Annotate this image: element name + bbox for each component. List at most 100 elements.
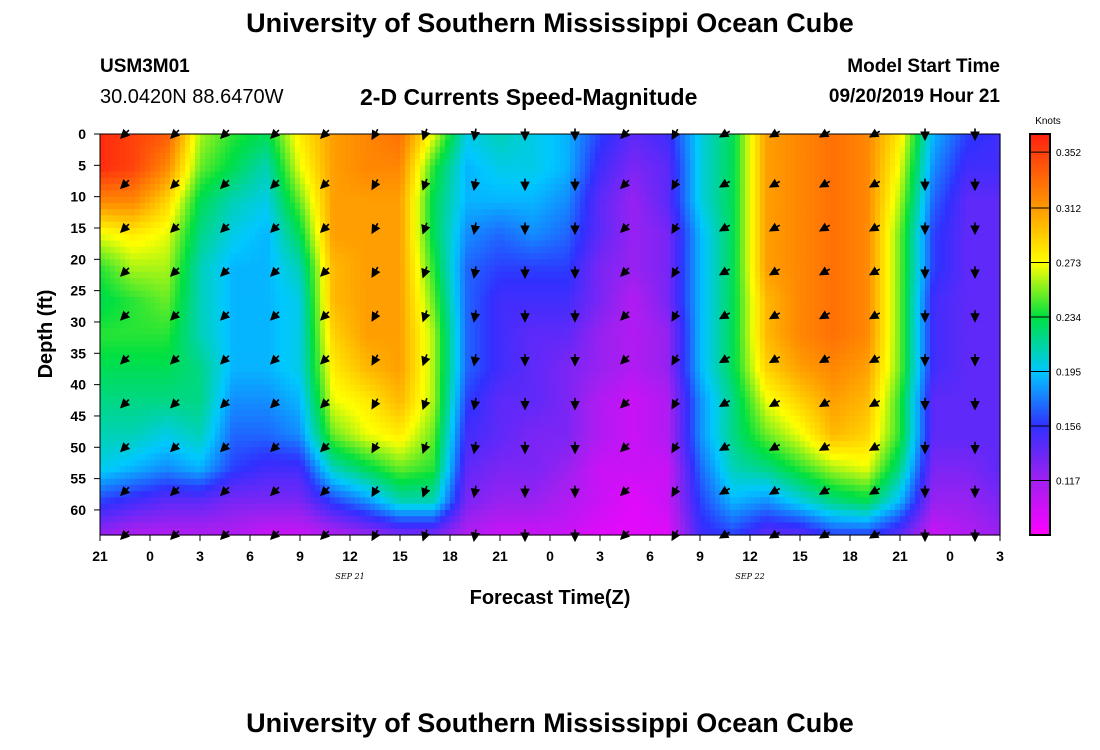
heatmap-cell <box>200 241 206 248</box>
heatmap-cell <box>390 504 396 511</box>
heatmap-cell <box>255 316 261 323</box>
heatmap-cell <box>375 147 381 154</box>
heatmap-cell <box>280 504 286 511</box>
heatmap-cell <box>205 322 211 329</box>
heatmap-cell <box>340 428 346 435</box>
heatmap-cell <box>345 360 351 367</box>
heatmap-cell <box>120 241 126 248</box>
heatmap-cell <box>270 147 276 154</box>
heatmap-cell <box>305 522 311 529</box>
heatmap-cell <box>155 278 161 285</box>
heatmap-cell <box>350 472 356 479</box>
heatmap-cell <box>325 378 331 385</box>
heatmap-cell <box>405 272 411 279</box>
heatmap-cell <box>445 391 451 398</box>
heatmap-cell <box>365 353 371 360</box>
heatmap-cell <box>245 222 251 229</box>
heatmap-cell <box>125 134 131 141</box>
heatmap-cell <box>275 172 281 179</box>
heatmap-cell <box>180 441 186 448</box>
heatmap-cell <box>280 234 286 241</box>
heatmap-cell <box>480 159 486 166</box>
heatmap-cell <box>450 291 456 298</box>
heatmap-cell <box>415 172 421 179</box>
heatmap-cell <box>440 215 446 222</box>
heatmap-cell <box>145 234 151 241</box>
heatmap-cell <box>390 322 396 329</box>
heatmap-cell <box>310 491 316 498</box>
heatmap-cell <box>480 522 486 529</box>
heatmap-cell <box>115 159 121 166</box>
heatmap-cell <box>465 172 471 179</box>
heatmap-cell <box>280 328 286 335</box>
heatmap-cell <box>445 353 451 360</box>
heatmap-cell <box>250 422 256 429</box>
heatmap-cell <box>155 391 161 398</box>
heatmap-cell <box>380 454 386 461</box>
heatmap-cell <box>470 172 476 179</box>
heatmap-cell <box>250 435 256 442</box>
heatmap-cell <box>285 479 291 486</box>
heatmap-cell <box>310 353 316 360</box>
heatmap-cell <box>120 466 126 473</box>
heatmap-cell <box>190 328 196 335</box>
heatmap-cell <box>200 234 206 241</box>
heatmap-cell <box>480 134 486 141</box>
heatmap-cell <box>450 335 456 342</box>
heatmap-cell <box>380 522 386 529</box>
heatmap-cell <box>485 460 491 467</box>
heatmap-cell <box>385 347 391 354</box>
heatmap-cell <box>405 241 411 248</box>
heatmap-cell <box>120 510 126 517</box>
heatmap-cell <box>465 472 471 479</box>
heatmap-cell <box>250 147 256 154</box>
heatmap-cell <box>150 215 156 222</box>
heatmap-cell <box>255 360 261 367</box>
heatmap-cell <box>200 335 206 342</box>
heatmap-cell <box>335 335 341 342</box>
heatmap-cell <box>195 403 201 410</box>
heatmap-cell <box>285 190 291 197</box>
heatmap-cell <box>380 422 386 429</box>
heatmap-cell <box>405 197 411 204</box>
heatmap-cell <box>195 266 201 273</box>
heatmap-cell <box>325 447 331 454</box>
heatmap-cell <box>140 328 146 335</box>
heatmap-cell <box>285 134 291 141</box>
heatmap-cell <box>310 178 316 185</box>
heatmap-cell <box>170 259 176 266</box>
heatmap-cell <box>195 466 201 473</box>
heatmap-cell <box>260 510 266 517</box>
heatmap-cell <box>225 215 231 222</box>
heatmap-cell <box>475 416 481 423</box>
heatmap-cell <box>210 203 216 210</box>
heatmap-cell <box>410 140 416 147</box>
heatmap-cell <box>420 165 426 172</box>
heatmap-cell <box>120 366 126 373</box>
heatmap-cell <box>290 397 296 404</box>
heatmap-cell <box>375 410 381 417</box>
heatmap-cell <box>395 272 401 279</box>
heatmap-cell <box>100 422 106 429</box>
heatmap-cell <box>400 222 406 229</box>
heatmap-cell <box>315 153 321 160</box>
heatmap-cell <box>300 178 306 185</box>
heatmap-cell <box>395 391 401 398</box>
heatmap-cell <box>315 190 321 197</box>
heatmap-cell <box>440 485 446 492</box>
heatmap-cell <box>130 397 136 404</box>
heatmap-cell <box>420 153 426 160</box>
heatmap-cell <box>170 497 176 504</box>
heatmap-cell <box>400 472 406 479</box>
heatmap-cell <box>315 403 321 410</box>
heatmap-cell <box>440 253 446 260</box>
heatmap-cell <box>125 197 131 204</box>
heatmap-cell <box>360 366 366 373</box>
heatmap-cell <box>410 447 416 454</box>
heatmap-cell <box>360 178 366 185</box>
heatmap-cell <box>150 428 156 435</box>
heatmap-cell <box>185 178 191 185</box>
heatmap-cell <box>105 385 111 392</box>
heatmap-cell <box>180 422 186 429</box>
heatmap-cell <box>195 485 201 492</box>
